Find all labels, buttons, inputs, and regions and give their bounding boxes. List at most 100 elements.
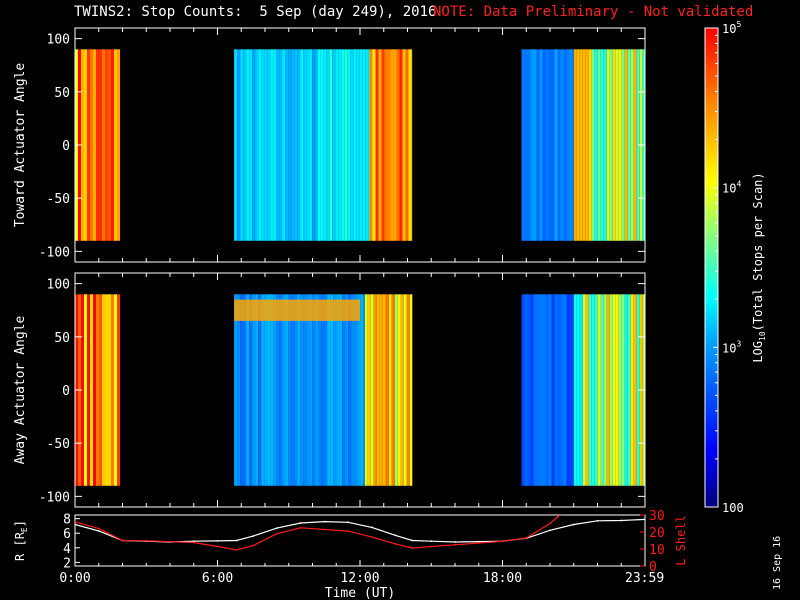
heatmap-cell [279, 294, 283, 486]
heatmap-cell [368, 49, 370, 241]
heatmap-cell [285, 49, 289, 241]
r-point [276, 527, 278, 529]
y2-axis-label: L Shell [674, 515, 688, 566]
heatmap-cell [369, 49, 373, 241]
heatmap-cell [300, 294, 304, 486]
heatmap-cell [536, 49, 540, 241]
heatmap-cell [102, 294, 105, 486]
heatmap-cell [99, 49, 102, 241]
r-point [216, 540, 219, 542]
heatmap-cell [345, 294, 349, 486]
heatmap-cell [527, 294, 531, 486]
heatmap-cell [87, 294, 90, 486]
heatmap-cell [338, 49, 342, 241]
heatmap-cell [612, 294, 616, 486]
heatmap-cell [399, 49, 403, 241]
lshell-point [169, 540, 171, 543]
colorbar-label: LOG10(Total Stops per Scan) [751, 172, 767, 362]
heatmap-cell [81, 49, 84, 241]
colorbar: 105 104 103 100 LOG10(Total Stops per Scan) [704, 20, 767, 515]
heatmap-cell [261, 294, 265, 486]
heatmap-cell [530, 294, 534, 486]
heatmap-cell [621, 49, 625, 241]
heatmap-cell [105, 294, 108, 486]
y2-tick-label: 20 [649, 526, 665, 541]
heatmap-cell [367, 294, 371, 486]
heatmap-cell [330, 294, 334, 486]
heatmap-cell [114, 49, 117, 241]
heatmap-cell [317, 49, 321, 241]
heatmap-cell [240, 294, 244, 486]
heatmap-cell [279, 49, 283, 241]
heatmap-cell [81, 294, 84, 486]
x-tick-label: 0:00 [59, 571, 90, 586]
colorbar-tick-label: 100 [722, 501, 744, 515]
heatmap-cell [294, 294, 298, 486]
heatmap-cell [84, 294, 87, 486]
heatmap-cell [252, 49, 256, 241]
heatmap-cell [582, 294, 586, 486]
heatmap-cell [243, 49, 247, 241]
heatmap-cell [303, 294, 307, 486]
heatmap-cell [315, 49, 318, 241]
r-point [430, 540, 433, 543]
heatmap-cell [548, 294, 552, 486]
r-point [411, 539, 414, 542]
colorbar-tick-label: 105 [722, 20, 741, 36]
heatmap-cell [335, 49, 339, 241]
heatmap-cell [397, 294, 401, 486]
away-angle-panel: 100 50 0 -50 -100 Away Actuator Angle [13, 272, 646, 508]
heatmap-cell [324, 294, 328, 486]
heatmap-cell [409, 294, 413, 486]
heatmap-cell [539, 49, 543, 241]
heatmap-cell [379, 294, 383, 486]
heatmap-cell [363, 294, 365, 486]
heatmap-cell [370, 294, 374, 486]
heatmap-cell [246, 49, 250, 241]
heatmap-cell [539, 294, 543, 486]
heatmap-cell [273, 49, 277, 241]
heatmap-cell [300, 49, 304, 241]
heatmap-cell [297, 294, 301, 486]
heatmap-cell [597, 294, 601, 486]
r-point [394, 534, 397, 537]
heatmap-cell [108, 294, 111, 486]
heatmap-band [234, 299, 360, 321]
heatmap-cell [111, 294, 114, 486]
heatmap-cell [382, 294, 386, 486]
lshell-point [192, 541, 195, 544]
x-tick-label: 6:00 [202, 571, 233, 586]
lshell-point [121, 539, 124, 542]
heatmap-cell [554, 49, 558, 241]
y2-tick-label: 30 [649, 509, 665, 524]
heatmap-cell [243, 294, 247, 486]
heatmap-cell [536, 294, 540, 486]
heatmap-cell [579, 49, 583, 241]
heatmap-cell [384, 49, 388, 241]
heatmap-cell [573, 49, 577, 241]
heatmap-cell [563, 294, 567, 486]
r-point [454, 541, 456, 543]
heatmap-cell [385, 294, 389, 486]
heatmap-cell [627, 49, 631, 241]
heatmap-cell [557, 49, 561, 241]
heatmap-cell [332, 49, 336, 241]
heatmap-cell [627, 294, 631, 486]
heatmap-cell [375, 49, 379, 241]
heatmap-cell [326, 49, 330, 241]
lshell-point [561, 512, 563, 514]
heatmap-cell [249, 294, 253, 486]
colorbar-scale [704, 27, 719, 508]
heatmap-cell [603, 294, 607, 486]
heatmap-cell [630, 49, 634, 241]
heatmap-cell [114, 294, 117, 486]
heatmap-cell [530, 49, 534, 241]
heatmap-cell [572, 49, 574, 241]
heatmap-cell [360, 294, 364, 486]
heatmap-cell [84, 49, 87, 241]
r-point [299, 522, 302, 524]
y-tick-label: 50 [54, 331, 70, 346]
heatmap-cell [521, 294, 525, 486]
